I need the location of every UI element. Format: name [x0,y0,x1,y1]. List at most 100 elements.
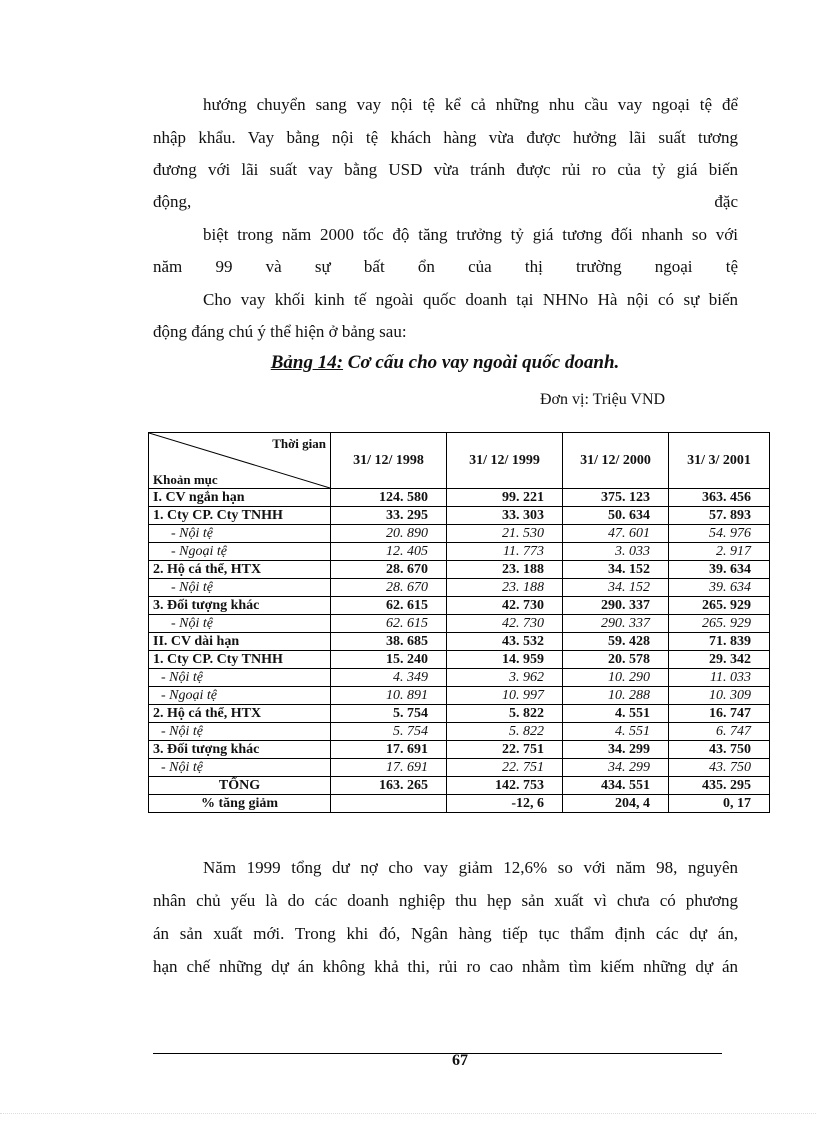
cell: 4. 551 [562,722,669,741]
cell: 42. 730 [446,596,563,615]
cell: 71. 839 [668,632,770,651]
column-header: 31/ 12/ 1998 [330,432,447,489]
cell: 15. 240 [330,650,447,669]
text-line: nhập khẩu. Vay bằng nội tệ khách hàng vừ… [153,128,738,147]
cell: 39. 634 [668,578,770,597]
cell: 10. 997 [446,686,563,705]
cell: 5. 754 [330,722,447,741]
row-label: 1. Cty CP. Cty TNHH [148,650,331,669]
text-line: Cho vay khối kinh tế ngoài quốc doanh tạ… [203,290,738,309]
cell: -12, 6 [446,794,563,813]
table-row: - Nội tệ 4. 349 3. 962 10. 290 11. 033 [148,668,770,687]
corner-cell: Thời gian Khoản mục [148,432,331,489]
text-line: Năm 1999 tổng dư nợ cho vay giảm 12,6% s… [203,858,738,877]
cell: 435. 295 [668,776,770,795]
cell: 290. 337 [562,614,669,633]
cell: 21. 530 [446,524,563,543]
cell: 6. 747 [668,722,770,741]
cell: 47. 601 [562,524,669,543]
cell: 28. 670 [330,560,447,579]
row-label: II. CV dài hạn [148,632,331,651]
row-label: - Nội tệ [148,524,331,543]
column-header: 31/ 12/ 1999 [446,432,563,489]
row-label: I. CV ngắn hạn [148,488,331,507]
cell: 23. 188 [446,578,563,597]
row-label: 3. Đối tượng khác [148,596,331,615]
cell: 20. 890 [330,524,447,543]
cell: 375. 123 [562,488,669,507]
cell: 42. 730 [446,614,563,633]
row-label: 2. Hộ cá thể, HTX [148,704,331,723]
text-line: hướng chuyển sang vay nội tệ kể cả những… [203,95,738,114]
table-label: Bảng 14: [270,352,344,373]
text-line: đương với lãi suất vay bằng USD vừa trán… [153,160,738,179]
diagonal [149,433,330,489]
cell: 28. 670 [330,578,447,597]
footer-rule [153,1053,722,1054]
cell: 434. 551 [562,776,669,795]
cell: 50. 634 [562,506,669,525]
column-header: 31/ 12/ 2000 [562,432,669,489]
cell: 124. 580 [330,488,447,507]
row-label: 3. Đối tượng khác [148,740,331,759]
cell: 34. 152 [562,578,669,597]
text-line: động, đặc [153,192,738,211]
cell: 62. 615 [330,614,447,633]
row-label: - Ngoại tệ [148,686,331,705]
table-row: - Nội tệ 28. 670 23. 188 34. 152 39. 634 [148,578,770,597]
cell: 3. 033 [562,542,669,561]
cell: 5. 822 [446,722,563,741]
cell: 11. 033 [668,668,770,687]
table-row: II. CV dài hạn 38. 685 43. 532 59. 428 71. 8… [148,632,770,651]
row-label: - Nội tệ [148,578,331,597]
cell: 11. 773 [446,542,563,561]
cell: 43. 750 [668,758,770,777]
table-row: - Ngoại tệ 10. 891 10. 997 10. 288 10. 309 [148,686,770,705]
table-row: - Ngoại tệ 12. 405 11. 773 3. 033 2. 917 [148,542,770,561]
cell: 34. 152 [562,560,669,579]
table-row: 3. Đối tượng khác 62. 615 42. 730 290. 337 2… [148,596,770,615]
cell: 43. 532 [446,632,563,651]
cell: 22. 751 [446,740,563,759]
cell: 17. 691 [330,758,447,777]
unit: Đơn vị: Triệu VND [540,391,666,408]
text-line: năm 99 và sự bất ổn của thị trường ngoại… [153,257,738,276]
cell: 265. 929 [668,614,770,633]
row-label: - Nội tệ [148,668,331,687]
table-row: - Nội tệ 5. 754 5. 822 4. 551 6. 747 [148,722,770,741]
cell: 29. 342 [668,650,770,669]
cell: 3. 962 [446,668,563,687]
cell: 4. 551 [562,704,669,723]
cell: 59. 428 [562,632,669,651]
cell: 163. 265 [330,776,447,795]
row-label: 2. Hộ cá thể, HTX [148,560,331,579]
cell: 99. 221 [446,488,563,507]
table-row: 2. Hộ cá thể, HTX 28. 670 23. 188 34. 152 39… [148,560,770,579]
cell: 57. 893 [668,506,770,525]
cell: 5. 822 [446,704,563,723]
row-label: TỔNG [148,776,331,795]
cell: 10. 309 [668,686,770,705]
cell: 43. 750 [668,740,770,759]
table-title: Bảng 14: Cơ cấu cho vay ngoài quốc doanh… [150,352,740,374]
cell: 290. 337 [562,596,669,615]
table-row: - Nội tệ 17. 691 22. 751 34. 299 43. 750 [148,758,770,777]
row-label: - Nội tệ [148,758,331,777]
cell: 34. 299 [562,740,669,759]
cell: 14. 959 [446,650,563,669]
cell: 16. 747 [668,704,770,723]
cell: 34. 299 [562,758,669,777]
data-table: Thời gian Khoản mục 31/ 12/ 1998 31/ 12/… [148,432,770,813]
cell: 142. 753 [446,776,563,795]
cell: 38. 685 [330,632,447,651]
row-label: - Nội tệ [148,722,331,741]
page-edge [0,1113,816,1114]
row-label: % tăng giảm [148,794,331,813]
cell: 12. 405 [330,542,447,561]
cell: 204, 4 [562,794,669,813]
cell: 39. 634 [668,560,770,579]
row-label: 1. Cty CP. Cty TNHH [148,506,331,525]
table-row: - Nội tệ 20. 890 21. 530 47. 601 54. 976 [148,524,770,543]
table-row: - Nội tệ 62. 615 42. 730 290. 337 265. 929 [148,614,770,633]
